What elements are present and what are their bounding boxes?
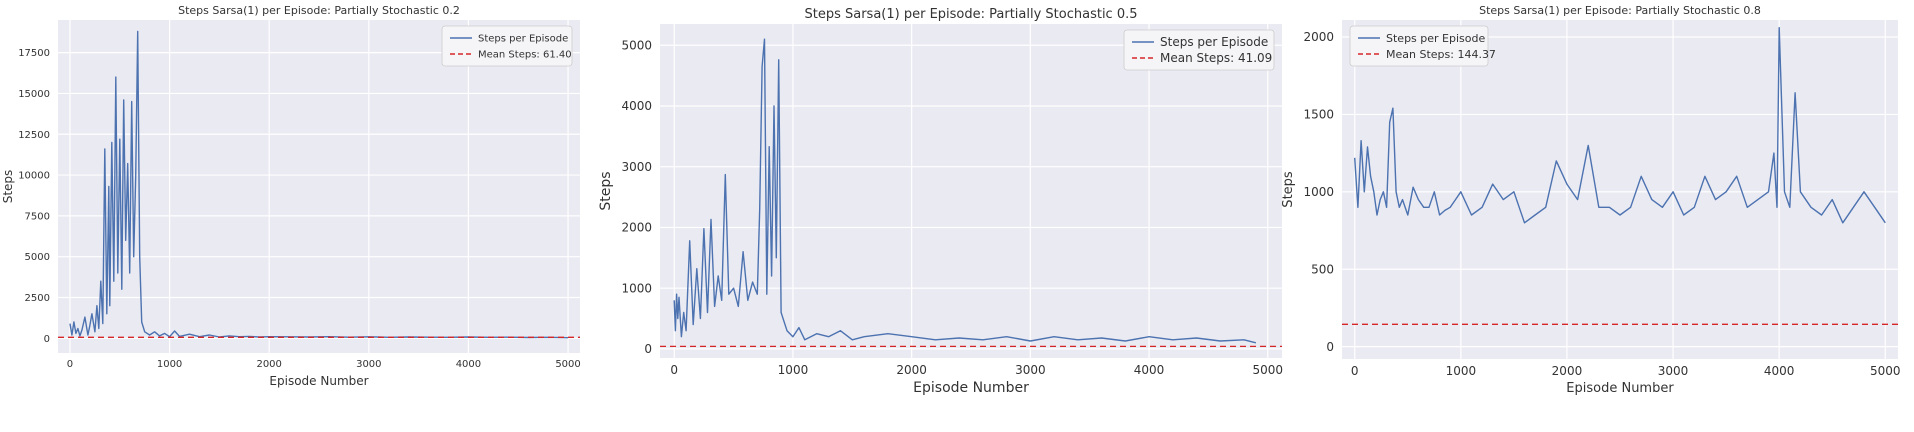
legend-label: Mean Steps: 144.37 <box>1386 48 1496 61</box>
x-tick-label: 1000 <box>157 359 182 370</box>
y-tick-label: 10000 <box>18 171 50 182</box>
y-tick-label: 2000 <box>1303 30 1334 44</box>
chart-panel-3: 0 1000 2000 3000 4000 5000 0 500 1000 1500 2000 Ste… <box>1281 4 1901 396</box>
y-tick-label: 5000 <box>621 38 652 52</box>
y-tick-label: 3000 <box>621 160 652 174</box>
legend-label: Steps per Episode <box>478 34 568 45</box>
x-tick-label: 2000 <box>896 363 927 377</box>
x-tick-label: 3000 <box>1015 363 1046 377</box>
y-tick-label: 2500 <box>25 293 50 304</box>
y-tick-label: 0 <box>1326 340 1334 354</box>
y-tick-label: 500 <box>1311 262 1334 276</box>
x-tick-label: 4000 <box>1764 364 1795 378</box>
x-tick-label: 1000 <box>1446 364 1477 378</box>
y-tick-label: 17500 <box>18 48 50 59</box>
y-tick-label: 2000 <box>621 221 652 235</box>
x-tick-label: 0 <box>670 363 678 377</box>
y-tick-label: 1000 <box>1303 185 1334 199</box>
legend-box <box>1349 25 1489 67</box>
y-tick-label: 7500 <box>25 211 50 222</box>
plot-area <box>58 20 580 353</box>
chart-title: Steps Sarsa(1) per Episode: Partially St… <box>178 4 460 17</box>
y-tick-label: 0 <box>644 342 652 356</box>
x-tick-label: 2000 <box>256 359 281 370</box>
legend-label: Mean Steps: 61.40 <box>478 50 572 61</box>
x-tick-label: 3000 <box>356 359 381 370</box>
y-axis-label: Steps <box>598 171 614 210</box>
chart-title: Steps Sarsa(1) per Episode: Partially St… <box>1479 4 1761 17</box>
x-tick-label: 0 <box>67 359 73 370</box>
legend-label: Steps per Episode <box>1386 32 1485 45</box>
chart-panel-1: 0 1000 2000 3000 4000 5000 0 2500 5000 7500 10000 1… <box>1 4 581 388</box>
x-axis-label: Episode Number <box>1566 381 1674 396</box>
y-tick-label: 15000 <box>18 89 50 100</box>
y-tick-label: 5000 <box>25 252 50 263</box>
x-tick-label: 1000 <box>778 363 809 377</box>
y-tick-label: 1500 <box>1303 108 1334 122</box>
x-tick-label: 5000 <box>1870 364 1901 378</box>
x-tick-label: 5000 <box>555 359 580 370</box>
legend-box <box>1123 29 1275 71</box>
legend: Steps per Episode Mean Steps: 144.37 <box>1349 25 1496 67</box>
y-tick-label: 1000 <box>621 281 652 295</box>
plot-area <box>660 24 1282 358</box>
legend: Steps per Episode Mean Steps: 41.09 <box>1123 29 1275 71</box>
y-axis-label: Steps <box>1281 171 1296 208</box>
x-tick-label: 4000 <box>1134 363 1165 377</box>
steps-series-line <box>673 38 1257 344</box>
legend: Steps per Episode Mean Steps: 61.40 <box>441 25 573 67</box>
chart-panel-2: 0 1000 2000 3000 4000 5000 0 1000 2000 3000 4000 50… <box>598 7 1283 396</box>
y-tick-label: 4000 <box>621 99 652 113</box>
legend-label: Steps per Episode <box>1160 35 1268 49</box>
x-tick-label: 4000 <box>456 359 481 370</box>
x-tick-label: 3000 <box>1658 364 1689 378</box>
legend-box <box>441 25 573 67</box>
y-tick-label: 12500 <box>18 130 50 141</box>
plot-area <box>1342 20 1898 359</box>
y-axis-label: Steps <box>1 170 15 204</box>
x-tick-label: 0 <box>1351 364 1359 378</box>
x-axis-label: Episode Number <box>269 374 368 388</box>
legend-label: Mean Steps: 41.09 <box>1160 51 1272 65</box>
x-axis-label: Episode Number <box>913 380 1029 396</box>
x-tick-label: 5000 <box>1252 363 1283 377</box>
x-tick-label: 2000 <box>1552 364 1583 378</box>
y-tick-label: 0 <box>44 334 50 345</box>
steps-series-line <box>69 30 569 339</box>
steps-series-line <box>1354 27 1886 224</box>
chart-title: Steps Sarsa(1) per Episode: Partially St… <box>804 7 1137 22</box>
